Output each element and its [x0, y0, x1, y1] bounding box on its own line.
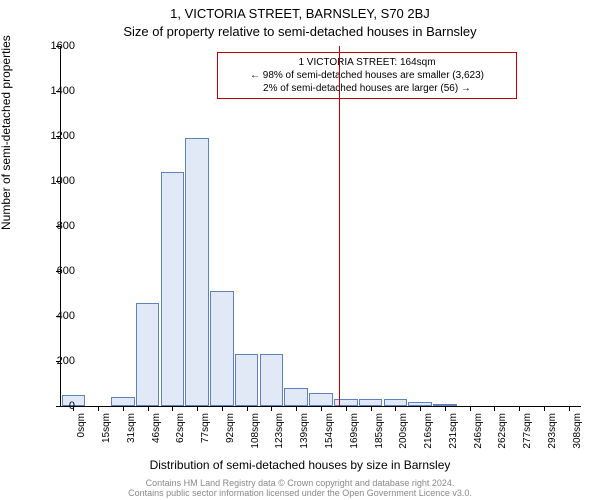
histogram-bar [161, 172, 185, 406]
xtick-label: 262sqm [497, 413, 508, 449]
xtick-label: 31sqm [126, 413, 137, 443]
xtick-label: 62sqm [175, 413, 186, 443]
xtick-label: 185sqm [374, 413, 385, 449]
histogram-bar [384, 399, 408, 406]
xtick-mark [98, 406, 99, 411]
ytick-label: 800 [57, 220, 75, 232]
ytick-label: 400 [57, 310, 75, 322]
xtick-mark [420, 406, 421, 411]
histogram-bar [284, 388, 308, 406]
ytick-label: 0 [69, 400, 75, 412]
xtick-label: 154sqm [324, 413, 335, 449]
xtick-mark [346, 406, 347, 411]
plot-area: 1 VICTORIA STREET: 164sqm ← 98% of semi-… [60, 46, 581, 407]
xtick-label: 0sqm [76, 413, 87, 437]
ytick-label: 600 [57, 265, 75, 277]
footer-credit-1: Contains HM Land Registry data © Crown c… [0, 478, 600, 488]
ytick-label: 1000 [51, 175, 75, 187]
title-subtitle: Size of property relative to semi-detach… [0, 24, 600, 39]
histogram-bar [334, 399, 358, 406]
annotation-line-2: ← 98% of semi-detached houses are smalle… [224, 69, 510, 82]
xtick-label: 246sqm [473, 413, 484, 449]
xtick-mark [296, 406, 297, 411]
footer-credit-2: Contains public sector information licen… [0, 488, 600, 498]
ytick-label: 200 [57, 355, 75, 367]
xtick-label: 169sqm [349, 413, 360, 449]
xtick-label: 123sqm [274, 413, 285, 449]
xtick-mark [445, 406, 446, 411]
xtick-label: 77sqm [200, 413, 211, 443]
annotation-box: 1 VICTORIA STREET: 164sqm ← 98% of semi-… [217, 52, 517, 99]
xtick-label: 108sqm [250, 413, 261, 449]
xtick-label: 308sqm [572, 413, 583, 449]
xtick-mark [544, 406, 545, 411]
xtick-label: 231sqm [448, 413, 459, 449]
xtick-mark [197, 406, 198, 411]
x-axis-label: Distribution of semi-detached houses by … [0, 458, 600, 472]
xtick-mark [123, 406, 124, 411]
xtick-mark [494, 406, 495, 411]
xtick-label: 139sqm [299, 413, 310, 449]
xtick-mark [569, 406, 570, 411]
ytick-label: 1400 [51, 85, 75, 97]
xtick-mark [519, 406, 520, 411]
histogram-bar [260, 354, 284, 406]
chart-container: 1, VICTORIA STREET, BARNSLEY, S70 2BJ Si… [0, 0, 600, 500]
xtick-mark [371, 406, 372, 411]
title-address: 1, VICTORIA STREET, BARNSLEY, S70 2BJ [0, 6, 600, 21]
histogram-bar [235, 354, 259, 406]
xtick-label: 293sqm [547, 413, 558, 449]
xtick-mark [321, 406, 322, 411]
reference-line [339, 46, 340, 406]
xtick-label: 277sqm [522, 413, 533, 449]
histogram-bar [136, 303, 160, 407]
xtick-mark [470, 406, 471, 411]
histogram-bar [433, 404, 457, 406]
xtick-mark [222, 406, 223, 411]
xtick-mark [247, 406, 248, 411]
histogram-bar [359, 399, 383, 406]
ytick-mark [56, 406, 61, 407]
xtick-label: 200sqm [398, 413, 409, 449]
xtick-label: 15sqm [101, 413, 112, 443]
xtick-label: 216sqm [423, 413, 434, 449]
histogram-bar [111, 397, 135, 406]
xtick-mark [148, 406, 149, 411]
ytick-label: 1200 [51, 130, 75, 142]
annotation-line-3: 2% of semi-detached houses are larger (5… [224, 82, 510, 95]
xtick-label: 92sqm [225, 413, 236, 443]
histogram-bar [309, 393, 333, 407]
ytick-label: 1600 [51, 40, 75, 52]
histogram-bar [210, 291, 234, 406]
xtick-mark [172, 406, 173, 411]
xtick-label: 46sqm [151, 413, 162, 443]
xtick-mark [271, 406, 272, 411]
histogram-bar [185, 138, 209, 406]
xtick-mark [395, 406, 396, 411]
annotation-line-1: 1 VICTORIA STREET: 164sqm [224, 56, 510, 69]
histogram-bar [408, 402, 432, 407]
y-axis-label: Number of semi-detached properties [0, 35, 13, 230]
